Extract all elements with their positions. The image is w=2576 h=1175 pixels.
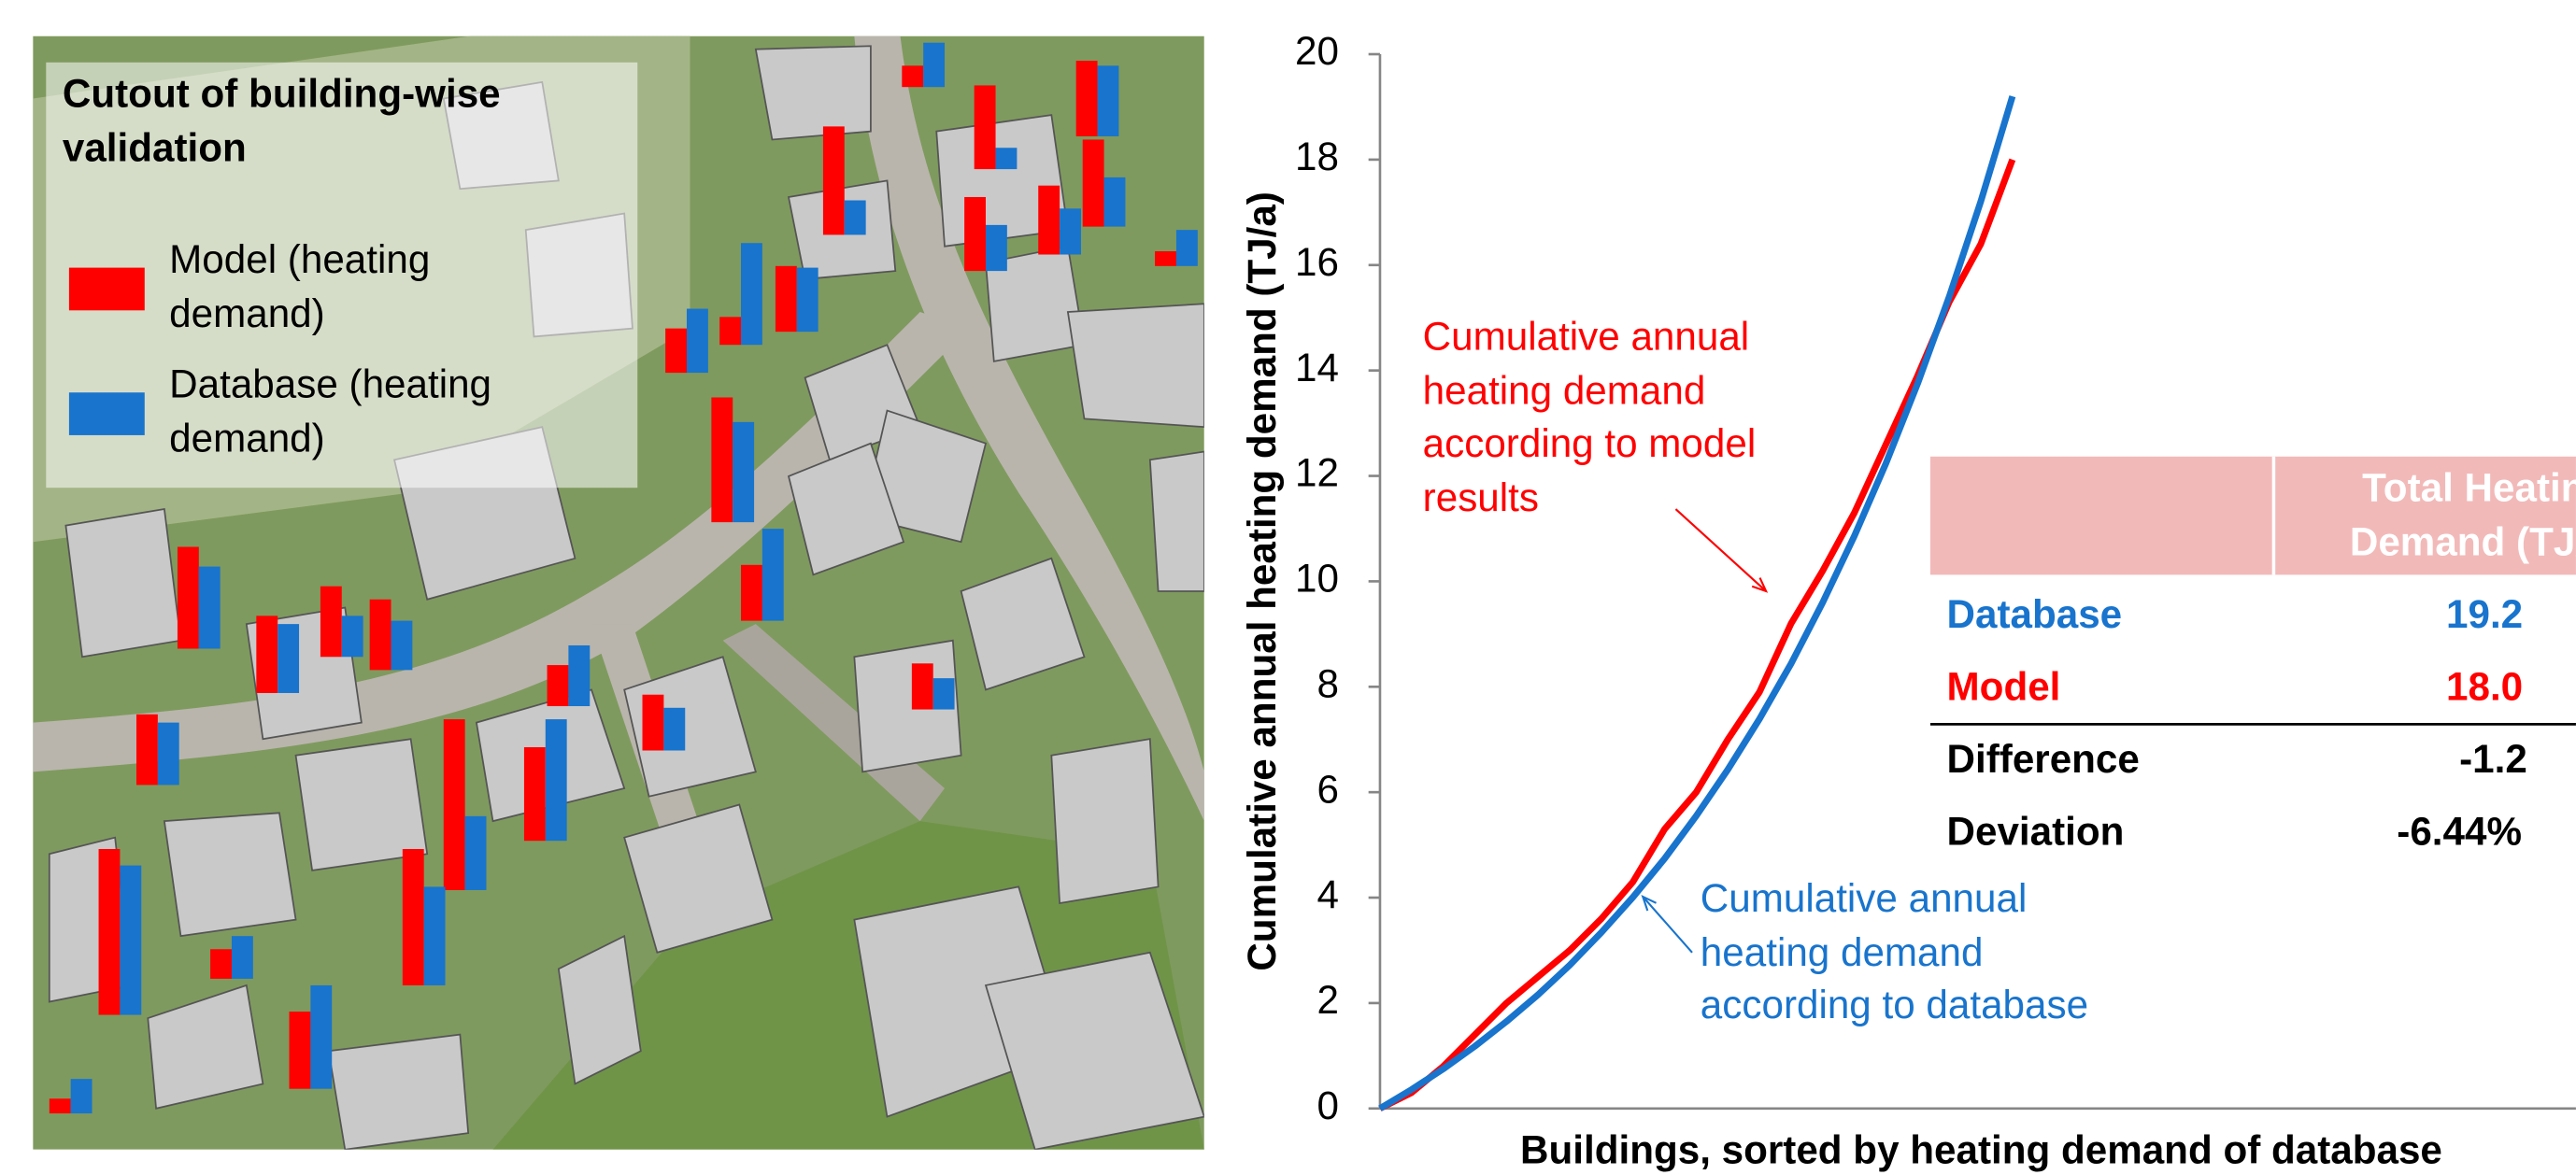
table-cell: 18.0 bbox=[2446, 665, 2523, 709]
annotation: Cumulative annual heating demand accordi… bbox=[1423, 312, 1817, 526]
table-header: Total Heating Demand (TJ/a) bbox=[2297, 463, 2576, 570]
page: Cutout of building-wise validation Model … bbox=[0, 0, 2576, 1175]
legend-label: Model (heating demand) bbox=[169, 234, 563, 341]
y-tick-label: 10 bbox=[1295, 557, 1339, 601]
table-row-label: Deviation bbox=[1947, 809, 2125, 853]
legend-swatch bbox=[69, 392, 145, 435]
map-bar bbox=[902, 65, 923, 87]
map-bar bbox=[310, 985, 332, 1089]
map-bar bbox=[71, 1079, 93, 1113]
table-cell: 19.2 bbox=[2446, 592, 2523, 636]
map-bar bbox=[741, 243, 762, 345]
table-row-label: Model bbox=[1947, 665, 2061, 709]
y-tick-label: 0 bbox=[1317, 1083, 1339, 1127]
map-bar bbox=[687, 309, 708, 374]
map-bar bbox=[278, 624, 299, 693]
map-bar bbox=[465, 816, 487, 890]
map-bar bbox=[391, 621, 413, 671]
map-title-box: Cutout of building-wise validation bbox=[63, 69, 621, 184]
annotation-box: Cumulative annual heating demand accordi… bbox=[1423, 312, 1817, 542]
map-bar bbox=[199, 567, 221, 649]
map-bar bbox=[1083, 139, 1104, 226]
map-bar bbox=[719, 317, 741, 345]
map-bar bbox=[1098, 65, 1119, 136]
map-bar bbox=[158, 723, 179, 786]
map-bar bbox=[1176, 230, 1198, 266]
map-bar bbox=[342, 616, 363, 657]
map-bar bbox=[845, 201, 866, 235]
table-row-label: Database bbox=[1947, 592, 2123, 636]
figure: Cutout of building-wise validation Model … bbox=[0, 0, 2576, 1175]
map-bar bbox=[933, 678, 955, 709]
map-bar bbox=[232, 936, 253, 979]
map-bar bbox=[776, 266, 797, 332]
annotation-arrow bbox=[1643, 897, 1692, 953]
table-cell: -1.2 bbox=[2459, 737, 2527, 781]
x-axis-label: Buildings, sorted by heating demand of d… bbox=[1520, 1127, 2442, 1171]
y-tick-label: 8 bbox=[1317, 661, 1339, 705]
legend-swatch bbox=[69, 268, 145, 311]
map-bar bbox=[733, 422, 754, 522]
map-bar bbox=[546, 719, 567, 841]
map-bar bbox=[1155, 251, 1176, 266]
map-bar bbox=[50, 1098, 71, 1113]
map-bar bbox=[741, 565, 762, 621]
map-bar bbox=[403, 849, 424, 985]
y-tick-label: 16 bbox=[1295, 240, 1339, 284]
map-bar bbox=[964, 197, 986, 271]
y-axis-label: Cumulative annual heating demand (TJ/a) bbox=[1240, 191, 1284, 971]
map-bar bbox=[548, 665, 569, 706]
map-bar bbox=[120, 866, 141, 1015]
table-cell: -6.44% bbox=[2397, 809, 2522, 853]
y-tick-label: 2 bbox=[1317, 978, 1339, 1022]
map-bar bbox=[320, 587, 342, 658]
y-tick-label: 12 bbox=[1295, 451, 1339, 495]
map-bar bbox=[178, 546, 199, 648]
map-title: Cutout of building-wise validation bbox=[63, 69, 621, 176]
map-bar bbox=[1060, 208, 1081, 254]
legend-label-box: Database (heating demand) bbox=[169, 360, 563, 474]
annotation-box: Cumulative annual heating demand accordi… bbox=[1701, 873, 2095, 1103]
map-bar bbox=[711, 397, 733, 522]
table-header-box: Total Heating Demand (TJ/a) bbox=[2297, 463, 2576, 578]
map-bar bbox=[568, 645, 590, 706]
map-bar bbox=[663, 708, 685, 751]
map-bar bbox=[524, 747, 546, 841]
y-tick-label: 4 bbox=[1317, 872, 1339, 916]
map-bar bbox=[1038, 186, 1060, 255]
map-bar bbox=[370, 600, 391, 671]
legend-label: Database (heating demand) bbox=[169, 360, 563, 466]
map-bar bbox=[1104, 177, 1126, 227]
map-bar bbox=[797, 268, 818, 333]
annotation: Cumulative annual heating demand accordi… bbox=[1701, 873, 2095, 1033]
y-tick-label: 6 bbox=[1317, 767, 1339, 811]
y-tick-label: 18 bbox=[1295, 134, 1339, 178]
map-bar bbox=[996, 148, 1018, 169]
map-bar bbox=[1076, 61, 1098, 136]
map-bar bbox=[665, 329, 687, 373]
table-row-label: Difference bbox=[1947, 737, 2140, 781]
y-tick-label: 14 bbox=[1295, 346, 1339, 389]
map-bar bbox=[444, 719, 465, 890]
map-bar bbox=[290, 1012, 311, 1089]
y-tick-label: 20 bbox=[1295, 29, 1339, 73]
map-bar bbox=[912, 663, 933, 709]
map-bar bbox=[975, 85, 996, 169]
map-bar bbox=[923, 43, 945, 87]
map-bar bbox=[762, 529, 784, 620]
map-bar bbox=[643, 695, 664, 751]
map-bar bbox=[424, 886, 446, 984]
map-bar bbox=[99, 849, 121, 1015]
map-bar bbox=[256, 616, 278, 693]
legend-label-box: Model (heating demand) bbox=[169, 234, 563, 349]
map-bar bbox=[136, 715, 158, 786]
map-bar bbox=[210, 949, 232, 979]
map-bar bbox=[823, 126, 845, 234]
map-bar bbox=[986, 225, 1007, 271]
